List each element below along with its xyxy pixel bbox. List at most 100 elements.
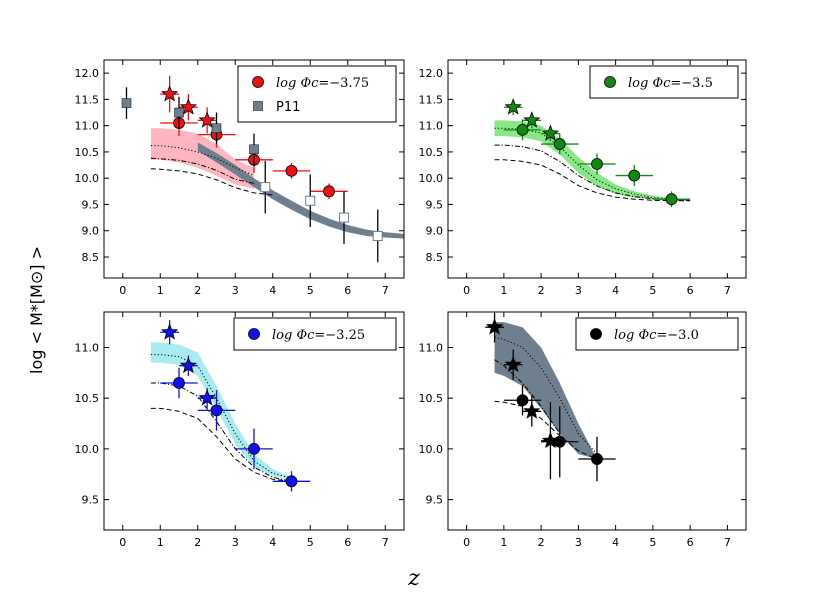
x-tick-label: 2 [538, 536, 545, 549]
data-point-circle [516, 123, 529, 136]
x-tick-label: 4 [269, 284, 276, 297]
x-tick-label: 1 [500, 284, 507, 297]
x-tick-label: 0 [463, 536, 470, 549]
data-point-star [504, 355, 522, 373]
y-axis-label: log < M*[M⊙] > [27, 246, 46, 374]
x-tick-label: 1 [157, 536, 164, 549]
plot-area [150, 320, 311, 492]
data-point-circle [591, 453, 603, 465]
y-tick-label: 10.0 [75, 443, 100, 456]
x-tick-label: 6 [344, 284, 351, 297]
data-point-square [211, 123, 222, 134]
model-band [150, 128, 254, 189]
y-tick-label: 10.5 [419, 392, 444, 405]
data-point-square [174, 107, 184, 118]
model-band [494, 120, 672, 200]
x-tick-label: 1 [157, 284, 164, 297]
legend-label: log Φc=−3.25 [272, 328, 365, 343]
x-tick-label: 4 [269, 536, 276, 549]
data-point-star [160, 323, 179, 340]
x-tick-label: 7 [382, 536, 389, 549]
x-tick-label: 0 [119, 536, 126, 549]
legend-label: log Φc=−3.75 [276, 76, 369, 91]
x-tick-label: 5 [307, 284, 314, 297]
y-tick-label: 11.5 [419, 93, 444, 106]
data-point-open-square [260, 182, 271, 193]
x-tick-label: 6 [687, 536, 694, 549]
data-point-open-square [372, 230, 383, 241]
plot-area [485, 312, 616, 482]
data-point-circle [210, 404, 223, 417]
legend-marker [604, 76, 616, 88]
dashdot-model-line [150, 382, 292, 482]
legend: log Φc=−3.75 P11 [237, 65, 397, 123]
data-point-square [121, 98, 132, 108]
series-star [485, 312, 560, 480]
series-circle [503, 119, 691, 208]
panel-p4: 0 1 2 3 4 5 6 7 9.5 10.0 10.5 11.0 log Φc=−3.0 [419, 311, 747, 549]
legend-label: log Φc=−3.5 [628, 76, 713, 91]
plot-area [494, 98, 691, 208]
data-point-circle [323, 185, 335, 198]
y-tick-label: 9.5 [426, 494, 444, 507]
data-point-circle [285, 164, 298, 177]
y-tick-label: 10.0 [419, 172, 444, 185]
y-tick-label: 9.0 [82, 225, 100, 238]
legend-label: log Φc=−3.0 [614, 328, 699, 343]
data-point-star [504, 98, 522, 115]
x-tick-label: 7 [724, 536, 731, 549]
data-point-open-square [305, 195, 316, 206]
panel-p3: 0 1 2 3 4 5 6 7 9.5 10.0 10.5 11.0 log Φc=−3.25 [75, 311, 405, 549]
y-tick-label: 10.5 [75, 146, 100, 159]
y-tick-label: 11.0 [75, 120, 100, 133]
data-point-star [179, 98, 198, 115]
x-tick-label: 2 [538, 284, 545, 297]
y-tick-label: 11.0 [419, 120, 444, 133]
data-point-star [541, 124, 560, 141]
x-tick-label: 5 [649, 284, 656, 297]
data-point-square [249, 144, 259, 155]
legend: log Φc=−3.0 [575, 317, 739, 351]
series-circle [160, 367, 311, 492]
x-tick-label: 3 [232, 284, 239, 297]
legend: log Φc=−3.25 [233, 317, 397, 351]
x-tick-label: 3 [575, 536, 582, 549]
y-tick-label: 10.5 [75, 392, 100, 405]
data-point-circle [591, 158, 603, 170]
legend-label: P11 [276, 100, 300, 115]
panel-p1: 0 1 2 3 4 5 6 7 8.5 9.0 9.5 10.0 10.5 11.0 11.5 12.0 log… [75, 59, 405, 297]
y-tick-label: 12.0 [419, 67, 444, 80]
series-circle [503, 385, 616, 482]
data-point-open-square [339, 212, 349, 223]
y-tick-label: 12.0 [75, 67, 100, 80]
x-tick-label: 7 [724, 284, 731, 297]
data-point-circle [665, 193, 678, 206]
x-tick-label: 2 [194, 284, 201, 297]
panel-frame [103, 311, 405, 531]
dashed-model-line [494, 400, 598, 460]
x-tick-label: 6 [344, 536, 351, 549]
x-tick-label: 5 [307, 536, 314, 549]
data-point-star [541, 431, 560, 449]
data-point-star [198, 111, 216, 128]
data-point-circle [173, 377, 185, 389]
series-open-square [260, 160, 383, 263]
x-tick-label: 4 [612, 284, 619, 297]
legend-marker [590, 328, 602, 340]
x-tick-label: 3 [575, 284, 582, 297]
data-point-star [198, 389, 216, 406]
data-point-circle [516, 394, 529, 407]
y-tick-label: 9.0 [426, 225, 444, 238]
legend-box [233, 317, 397, 351]
x-tick-label: 5 [649, 536, 656, 549]
y-tick-label: 8.5 [82, 251, 100, 264]
panel-frame [447, 311, 747, 531]
y-tick-label: 9.5 [426, 198, 444, 211]
x-axis-label: z [407, 566, 420, 591]
plot-area [121, 75, 404, 263]
x-tick-label: 1 [500, 536, 507, 549]
dotted-model-line [494, 336, 598, 455]
dashed-model-line [150, 168, 273, 196]
y-tick-label: 10.0 [75, 172, 100, 185]
model-band [494, 322, 597, 460]
